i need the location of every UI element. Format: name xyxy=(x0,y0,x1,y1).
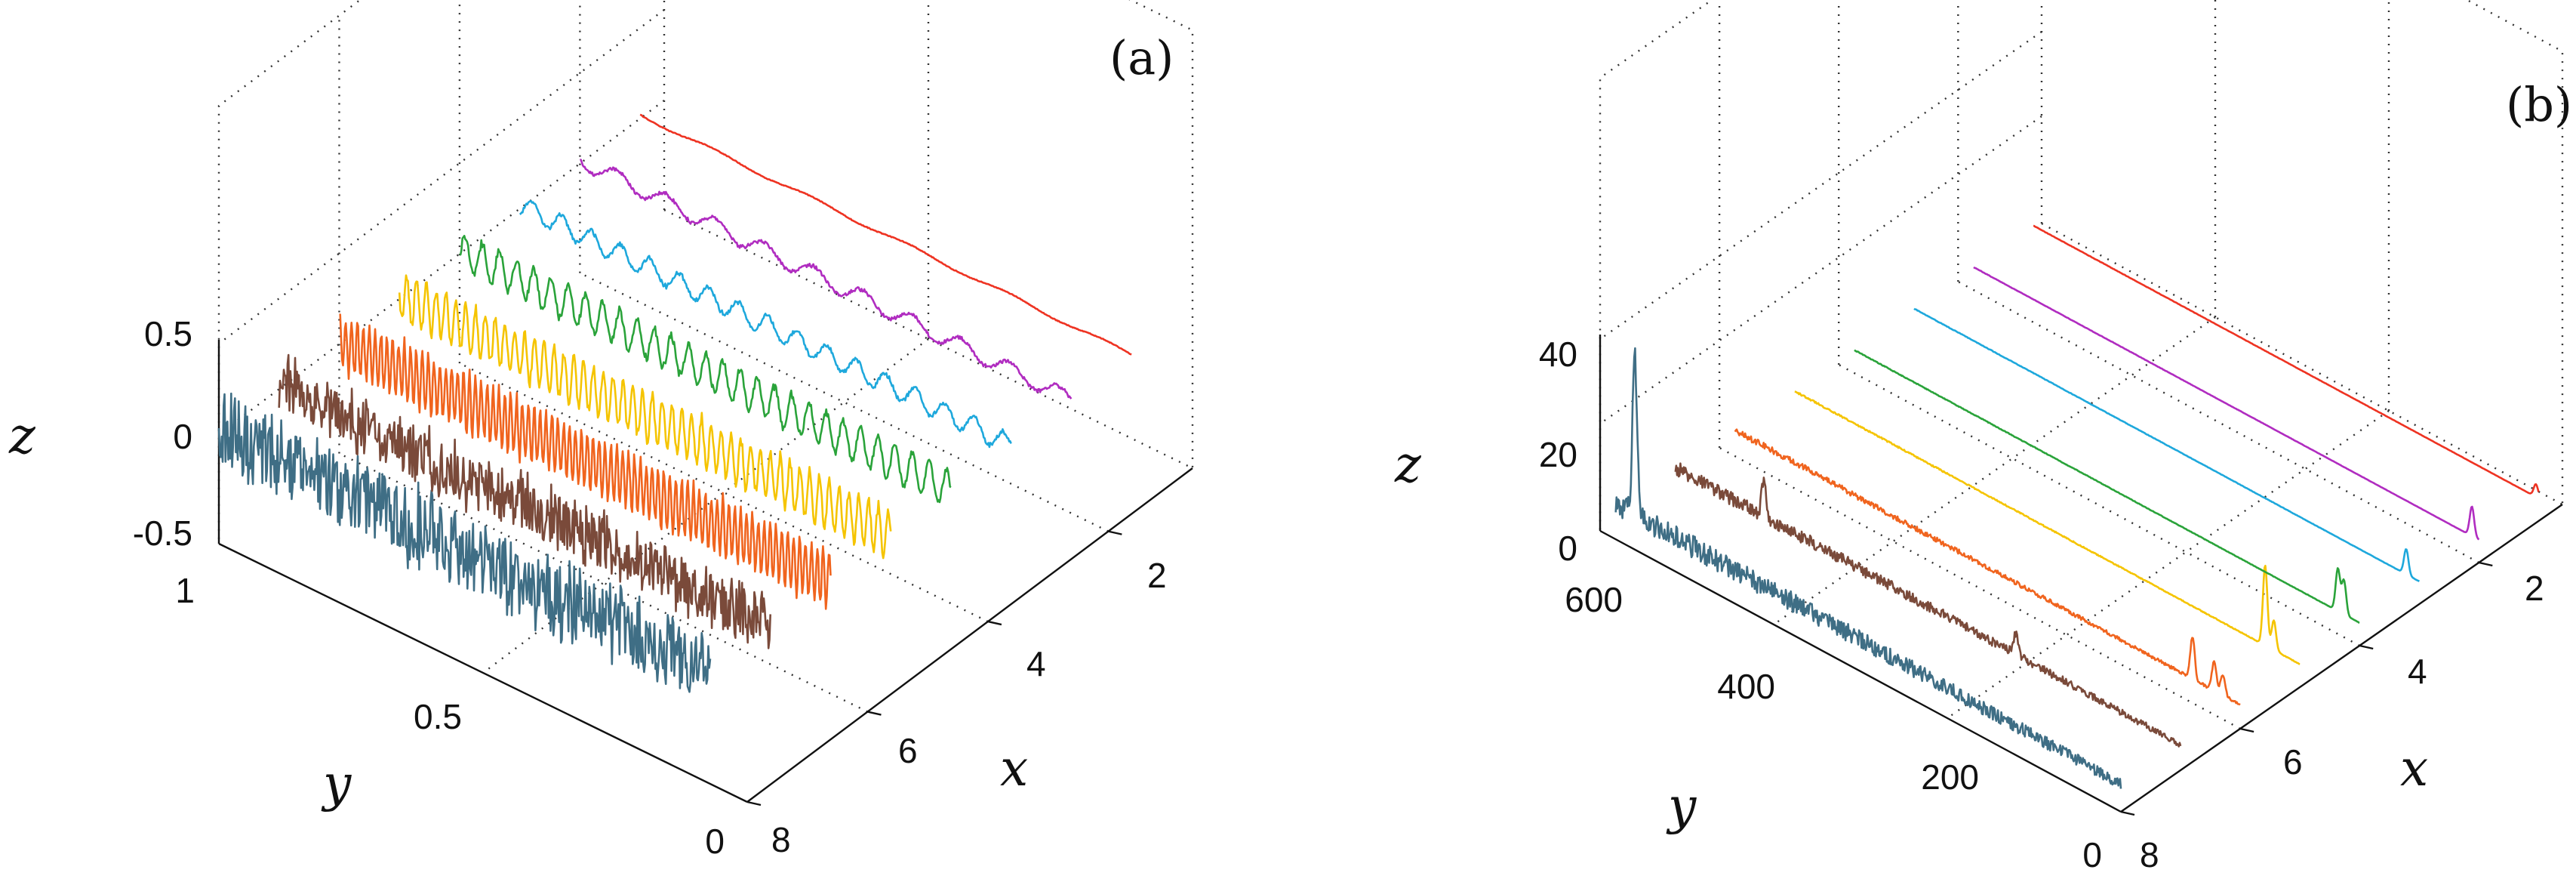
panel-b-x-tick: 6 xyxy=(2283,742,2303,782)
panel-a-x-tick: 2 xyxy=(1147,556,1167,595)
panel-a-y-axis-label: y xyxy=(321,754,352,813)
panel-b-floor-edge xyxy=(2041,222,2563,506)
panel-a-series-line xyxy=(278,353,771,649)
panel-a-series-line xyxy=(519,199,1012,449)
panel-a-y-tick: 0 xyxy=(705,822,725,861)
panel-a-series xyxy=(217,113,1132,693)
panel-b-y-tick: 400 xyxy=(1717,667,1775,706)
panel-b-x-tick: 8 xyxy=(2140,835,2159,874)
panel-a-series-line xyxy=(459,235,952,504)
panel-a-series-line xyxy=(339,313,832,610)
panel-a-y-tick: 1 xyxy=(175,571,195,610)
panel-b-label: (b) xyxy=(2506,77,2572,132)
panel-a-x-tick-mark xyxy=(867,711,882,716)
panel-a-chart: (a) z y x -0.5 0 0.5 0 0.5 1 2 4 6 8 xyxy=(8,0,1194,861)
panel-b-chart: (b) z y x 0 20 40 0 200 400 600 2 4 6 8 xyxy=(1394,0,2572,874)
panel-b-back-wall xyxy=(2040,0,2564,504)
panel-a-z-axis-label: z xyxy=(8,407,36,465)
panel-b-y-axis xyxy=(1599,529,2122,813)
panel-b-series-line xyxy=(1674,462,2182,748)
panel-b-x-axis-label: x xyxy=(2400,739,2428,797)
panel-a-x-tick: 6 xyxy=(898,731,918,770)
panel-b-x-tick-mark xyxy=(2120,810,2135,816)
panel-b-series-line xyxy=(1614,347,2122,789)
panel-a-x-axis-label: x xyxy=(1000,739,1028,797)
panel-a-wall-gridline xyxy=(218,9,665,344)
panel-a-x-tick-mark xyxy=(746,800,762,806)
panel-a-z-tick: -0.5 xyxy=(133,513,192,553)
panel-a-floor-gridline xyxy=(579,272,1109,532)
panel-b-x-tick: 4 xyxy=(2408,652,2427,691)
panel-b-x-tick-mark xyxy=(2359,644,2374,650)
panel-a-floor-edge xyxy=(663,208,1193,470)
panel-b-x-axis xyxy=(2120,504,2563,813)
panel-b-wall-gridline xyxy=(1599,31,2042,340)
panel-b-series-line xyxy=(1913,307,2421,582)
panel-b-series-line xyxy=(1854,349,2360,624)
panel-b-x-tick-mark xyxy=(2239,727,2254,733)
panel-a-series-line xyxy=(398,274,892,560)
panel-a-floor-gridline xyxy=(459,362,989,623)
panel-a-z-tick: 0 xyxy=(173,417,192,456)
panel-b-floor-gridline xyxy=(1773,316,2216,625)
panel-a-z-tick: 0.5 xyxy=(144,314,192,353)
panel-b-axes xyxy=(1599,335,2563,816)
panel-b-z-tick: 0 xyxy=(1558,529,1577,568)
panel-a-x-tick-mark xyxy=(987,620,1002,626)
panel-a-y-tick: 0.5 xyxy=(414,697,462,736)
panel-a-x-axis xyxy=(746,467,1193,803)
panel-a-label: (a) xyxy=(1109,30,1174,85)
panel-b-y-axis-label: y xyxy=(1666,777,1697,835)
panel-b-x-tick-mark xyxy=(2479,561,2493,567)
panel-a-x-tick-mark xyxy=(1108,530,1122,535)
panel-b-x-tick: 2 xyxy=(2525,569,2544,608)
panel-a-wall-gridline xyxy=(218,100,665,435)
panel-b-series-line xyxy=(2033,224,2540,495)
panel-b-series-line xyxy=(1734,428,2241,706)
panel-b-y-tick: 0 xyxy=(2082,835,2102,874)
panel-b-z-tick: 20 xyxy=(1539,435,1577,474)
panel-b-y-tick: 200 xyxy=(1921,757,1979,797)
panel-a-y-axis xyxy=(218,542,748,803)
panel-a-floor-gridline xyxy=(338,452,868,713)
panel-b-side-wall xyxy=(1599,0,1714,531)
panel-a-x-tick: 4 xyxy=(1026,644,1046,683)
panel-b-series-line xyxy=(1973,266,2480,541)
panel-b-series xyxy=(1614,224,2540,789)
panel-b-wall-gridline xyxy=(1599,116,2042,424)
panel-a-floor-gridline xyxy=(482,338,929,674)
panel-b-floor-gridline xyxy=(1719,446,2241,730)
panel-b-z-axis-label: z xyxy=(1394,436,1422,494)
panel-a-x-tick: 8 xyxy=(771,820,791,859)
panel-b-y-tick: 600 xyxy=(1565,580,1623,619)
panel-b-z-tick: 40 xyxy=(1539,335,1577,374)
panel-a-series-line xyxy=(579,159,1073,399)
panel-a-series-line xyxy=(217,392,712,693)
panel-a-series-line xyxy=(639,113,1132,356)
panel-b-series-line xyxy=(1794,390,2301,665)
